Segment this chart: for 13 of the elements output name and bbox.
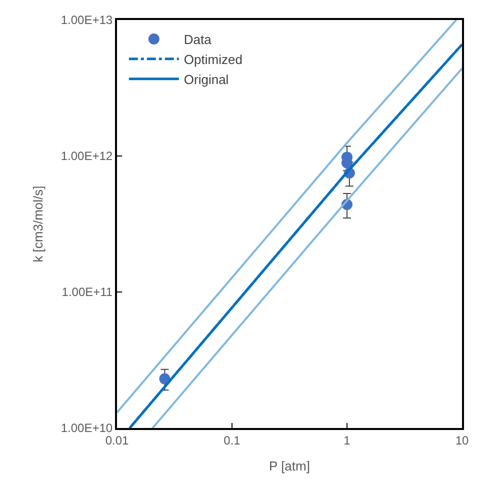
y-axis-title: k [cm3/mol/s] [30,186,46,262]
x-tick-label: 0.1 [224,433,241,448]
x-tick-label: 1 [344,433,351,448]
y-tick-label: 1.00E+11 [62,285,113,300]
y-tick-label: 1.00E+13 [60,13,113,28]
legend-label: Data [184,32,212,48]
legend-label: Optimized [184,52,242,67]
y-tick-label: 1.00E+12 [60,149,113,164]
x-tick-label: 0.01 [105,433,129,448]
legend-label: Original [184,72,229,87]
x-axis-title: P [atm] [269,458,310,474]
x-tick-label: 10 [455,433,469,448]
y-tick-label: 1.00E+10 [60,421,113,436]
